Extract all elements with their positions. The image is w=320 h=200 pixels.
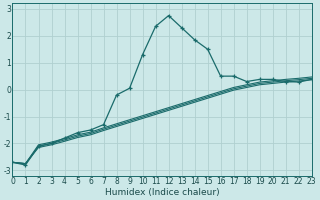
X-axis label: Humidex (Indice chaleur): Humidex (Indice chaleur): [105, 188, 220, 197]
